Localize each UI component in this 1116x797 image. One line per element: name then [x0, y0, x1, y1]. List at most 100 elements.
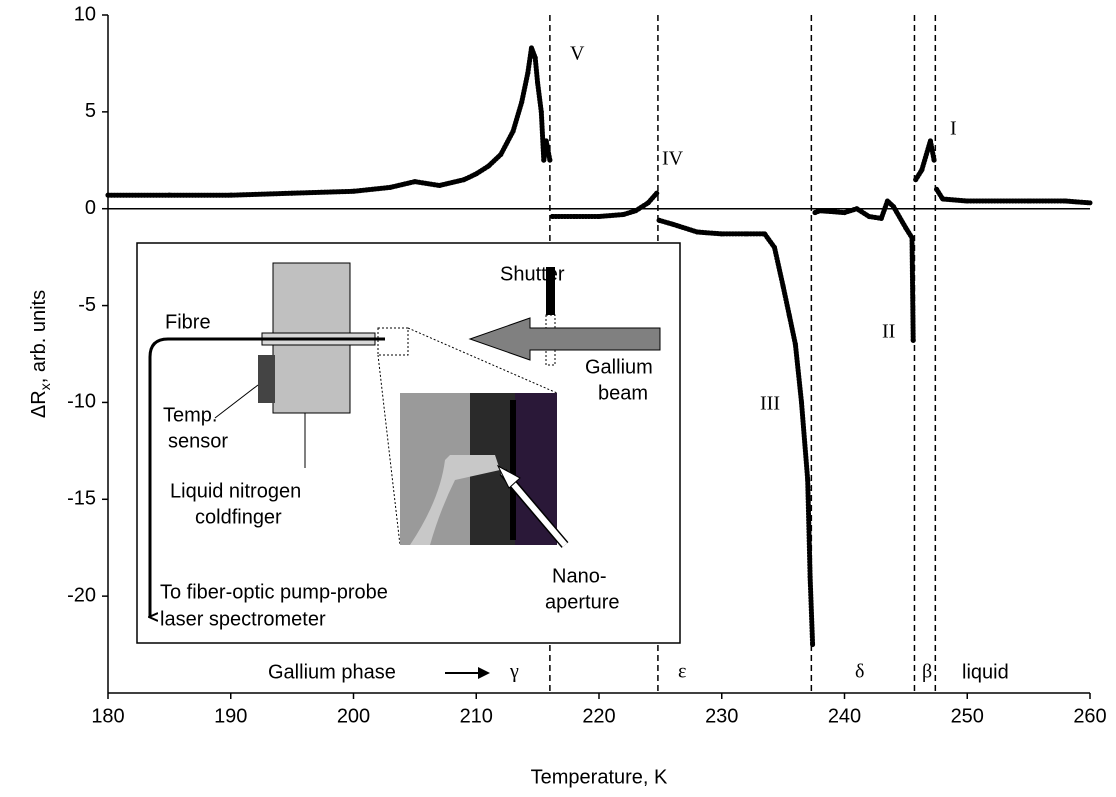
- data-point: [228, 192, 234, 198]
- inset-label: Gallium: [585, 356, 653, 378]
- data-point: [762, 231, 768, 237]
- data-point: [670, 221, 676, 227]
- y-tick-label: 5: [85, 100, 96, 122]
- inset-label: Liquid nitrogen: [170, 480, 301, 502]
- fibre: [150, 337, 385, 617]
- x-tick-label: 260: [1073, 705, 1106, 727]
- x-axis-label: Temperature, K: [531, 766, 668, 788]
- data-point: [633, 208, 639, 214]
- phase-caption: Gallium phase: [268, 661, 396, 683]
- data-point: [810, 642, 816, 648]
- x-tick-label: 240: [828, 705, 861, 727]
- phase-label: β: [922, 661, 932, 683]
- data-point: [486, 163, 492, 169]
- data-point: [910, 337, 916, 343]
- data-point: [351, 188, 356, 194]
- inset: Shutter Fibre Gallium beam Temp. sensor …: [136, 242, 681, 644]
- data-point: [535, 80, 541, 86]
- data-point: [842, 210, 847, 216]
- data-point: [909, 235, 915, 241]
- data-point: [436, 182, 442, 188]
- phase-arrowhead: [478, 667, 490, 679]
- data-point: [927, 138, 933, 144]
- y-label-rest: , arb. units: [28, 290, 50, 383]
- data-point: [817, 208, 823, 214]
- phase-label: ε: [678, 661, 686, 683]
- phase-label: liquid: [962, 661, 1009, 683]
- x-tick-label: 220: [582, 705, 615, 727]
- data-point: [461, 177, 467, 183]
- data-point: [519, 99, 525, 105]
- data-point: [878, 215, 884, 221]
- data-point: [812, 210, 818, 216]
- data-point: [786, 312, 792, 318]
- data-point: [528, 45, 534, 51]
- y-label-sub: x: [37, 383, 53, 390]
- data-point: [931, 157, 937, 163]
- data-point: [656, 217, 662, 223]
- x-tick-label: 230: [705, 705, 738, 727]
- y-tick-label: -15: [67, 488, 96, 510]
- inset-label: laser spectrometer: [160, 608, 326, 630]
- y-tick-label: 0: [85, 197, 96, 219]
- data-point: [934, 186, 940, 192]
- data-point: [105, 192, 111, 198]
- data-point: [532, 55, 538, 61]
- x-tick-label: 180: [91, 705, 124, 727]
- data-point: [596, 213, 602, 219]
- y-tick-label: 10: [74, 3, 96, 25]
- plot-area: -20 -15 -10 -5 0 5 10 180 190 200 210 220 230 240 250 2…: [67, 3, 1107, 727]
- data-point: [807, 574, 813, 580]
- inset-label: Shutter: [500, 263, 565, 285]
- y-label-main: ΔR: [28, 390, 50, 418]
- y-tick-label: -5: [78, 294, 96, 316]
- transition-label: IV: [662, 148, 684, 170]
- data-point: [884, 198, 890, 204]
- data-point: [525, 70, 531, 76]
- data-point: [387, 184, 393, 190]
- y-axis-label: ΔRx, arb. units: [28, 290, 52, 418]
- inset-label: beam: [598, 382, 648, 404]
- data-point: [891, 204, 897, 210]
- data-point: [289, 190, 295, 196]
- transition-label: I: [950, 118, 957, 140]
- phase-label: γ: [509, 661, 519, 683]
- inset-label: To fiber-optic pump-probe: [160, 581, 388, 603]
- data-point: [654, 190, 660, 196]
- data-point: [166, 192, 172, 198]
- phase-label: δ: [855, 661, 864, 683]
- data-point: [412, 179, 418, 185]
- x-tick-label: 250: [951, 705, 984, 727]
- data-point: [538, 109, 544, 115]
- data-point: [541, 157, 547, 163]
- data-point: [1026, 198, 1032, 204]
- data-point: [792, 341, 798, 347]
- temp-sensor: [258, 355, 275, 403]
- x-tick-label: 190: [214, 705, 247, 727]
- x-tick-label: 200: [337, 705, 370, 727]
- data-point: [854, 206, 860, 212]
- data-point: [805, 477, 811, 483]
- data-point: [964, 198, 970, 204]
- zoom-box: [377, 327, 409, 356]
- x-tick-label: 210: [460, 705, 493, 727]
- data-point: [547, 157, 553, 163]
- inset-label: Nano-: [552, 565, 606, 587]
- data-point: [780, 283, 786, 289]
- data-point: [510, 128, 516, 134]
- zoom-line: [407, 327, 558, 394]
- data-point: [543, 138, 549, 144]
- data-point: [645, 200, 651, 206]
- beam-arrow: [468, 317, 661, 361]
- transition-label: V: [570, 43, 585, 65]
- inset-label: aperture: [545, 591, 620, 613]
- data-point: [1087, 200, 1093, 206]
- data-point: [866, 213, 872, 219]
- data-point: [571, 213, 577, 219]
- inset-label: Temp.: [163, 404, 217, 426]
- inset-label: coldfinger: [195, 506, 282, 528]
- data-point: [799, 399, 805, 405]
- transition-label: II: [882, 321, 895, 343]
- data-point: [743, 231, 749, 237]
